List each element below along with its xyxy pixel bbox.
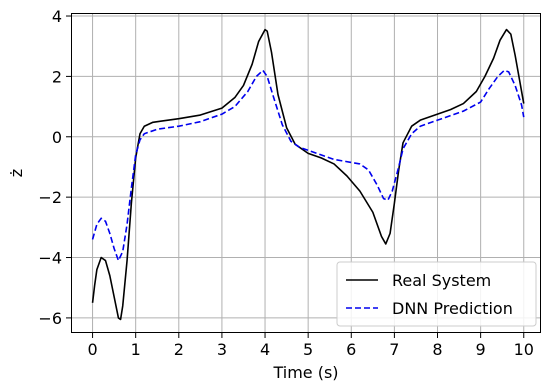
y-tick-label: −4	[38, 249, 62, 268]
x-tick-label: 10	[514, 340, 534, 359]
y-tick-label: 0	[52, 128, 62, 147]
x-axis-label: Time (s)	[272, 363, 338, 382]
x-tick-label: 3	[217, 340, 227, 359]
y-tick-label: 4	[52, 7, 62, 26]
x-tick-label: 8	[432, 340, 442, 359]
y-tick-label: −6	[38, 309, 62, 328]
x-tick-label: 6	[346, 340, 356, 359]
x-axis-ticks: 0 1 2 3 4 5 6 7 8 9 10	[87, 333, 534, 359]
x-tick-label: 5	[303, 340, 313, 359]
series-line-real-system	[91, 28, 525, 321]
legend: Real System DNN Prediction	[336, 261, 537, 327]
legend-label-dnn-prediction: DNN Prediction	[392, 299, 513, 318]
x-tick-label: 9	[476, 340, 486, 359]
series-lines	[91, 28, 525, 321]
x-tick-label: 4	[260, 340, 270, 359]
legend-label-real-system: Real System	[392, 271, 491, 290]
series-line-dnn-prediction	[91, 69, 525, 262]
legend-box	[336, 261, 537, 327]
x-tick-label: 1	[131, 340, 141, 359]
y-tick-label: 2	[52, 67, 62, 86]
y-axis-ticks: −6 −4 −2 0 2 4	[38, 7, 71, 328]
x-tick-label: 7	[389, 340, 399, 359]
x-tick-label: 0	[87, 340, 97, 359]
y-tick-label: −2	[38, 188, 62, 207]
x-tick-label: 2	[174, 340, 184, 359]
y-axis-label: ż	[7, 169, 26, 177]
